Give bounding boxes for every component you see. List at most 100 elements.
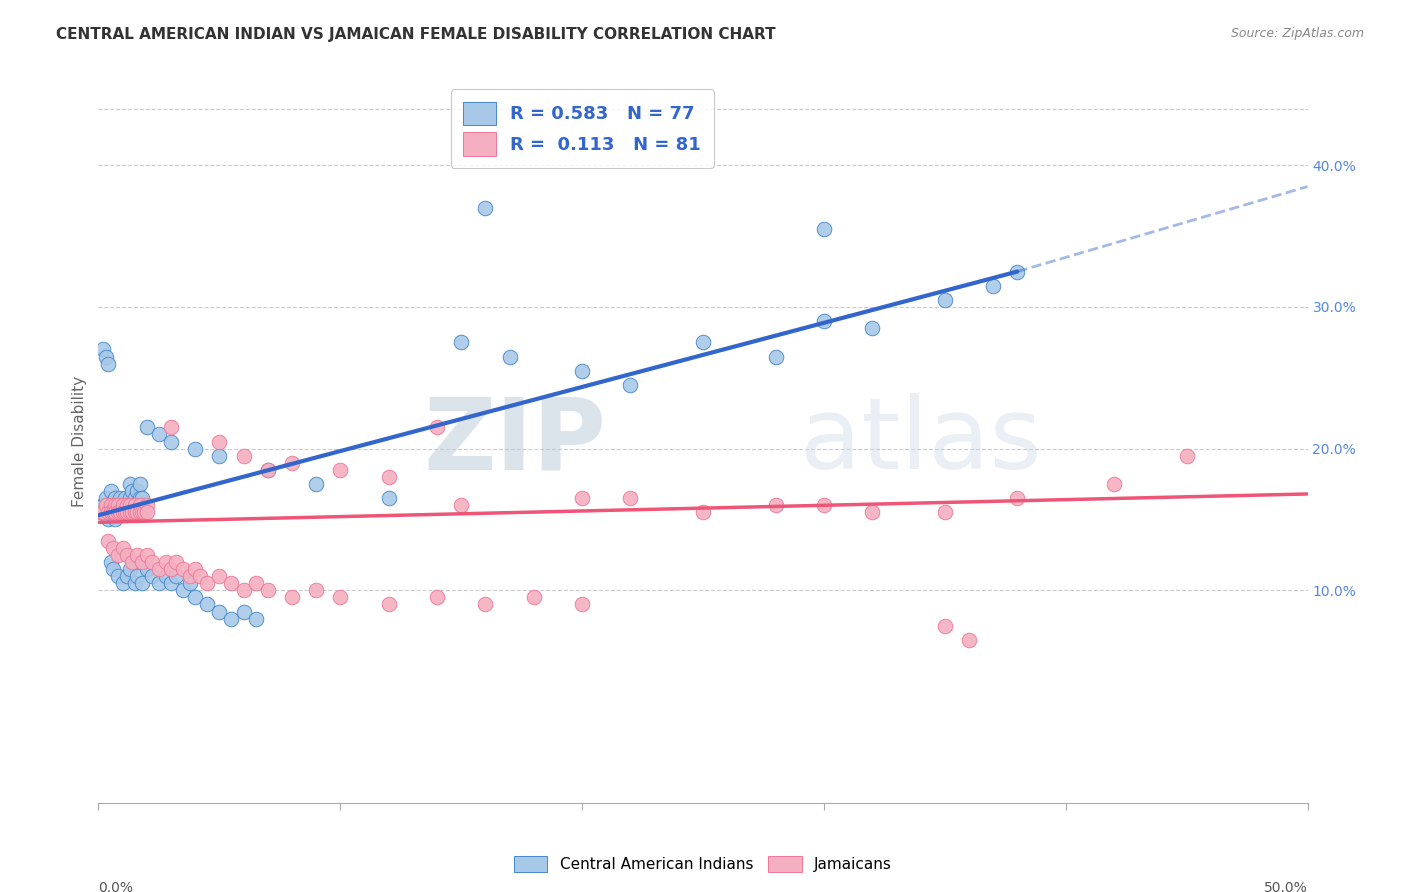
- Point: [100, 498, 122, 512]
- Point: [184, 591, 207, 605]
- Point: [165, 569, 187, 583]
- Point: [221, 576, 243, 591]
- Point: [117, 548, 139, 562]
- Point: [107, 548, 129, 562]
- Point: [498, 350, 520, 364]
- Text: ZIP: ZIP: [423, 393, 606, 490]
- Point: [101, 562, 124, 576]
- Point: [97, 533, 120, 548]
- Point: [765, 350, 787, 364]
- Point: [813, 314, 835, 328]
- Point: [135, 498, 157, 512]
- Point: [523, 591, 546, 605]
- Point: [114, 491, 136, 506]
- Point: [221, 612, 243, 626]
- Point: [107, 505, 129, 519]
- Point: [160, 576, 183, 591]
- Point: [571, 364, 593, 378]
- Point: [121, 555, 143, 569]
- Point: [121, 484, 143, 499]
- Point: [692, 335, 714, 350]
- Point: [104, 512, 127, 526]
- Point: [127, 548, 149, 562]
- Point: [131, 505, 153, 519]
- Point: [127, 505, 149, 519]
- Point: [101, 505, 124, 519]
- Point: [135, 548, 157, 562]
- Point: [329, 463, 352, 477]
- Point: [450, 498, 472, 512]
- Point: [179, 576, 201, 591]
- Point: [117, 498, 139, 512]
- Point: [692, 505, 714, 519]
- Point: [111, 498, 134, 512]
- Point: [305, 583, 328, 598]
- Point: [813, 498, 835, 512]
- Point: [135, 420, 157, 434]
- Point: [107, 569, 129, 583]
- Point: [107, 498, 129, 512]
- Point: [94, 491, 117, 506]
- Text: CENTRAL AMERICAN INDIAN VS JAMAICAN FEMALE DISABILITY CORRELATION CHART: CENTRAL AMERICAN INDIAN VS JAMAICAN FEMA…: [56, 27, 776, 42]
- Point: [571, 491, 593, 506]
- Point: [141, 555, 163, 569]
- Point: [91, 505, 114, 519]
- Point: [100, 505, 122, 519]
- Point: [208, 434, 231, 449]
- Point: [124, 498, 146, 512]
- Point: [111, 505, 134, 519]
- Point: [377, 470, 399, 484]
- Point: [118, 505, 141, 519]
- Point: [195, 576, 218, 591]
- Point: [160, 562, 183, 576]
- Point: [256, 583, 278, 598]
- Point: [165, 555, 187, 569]
- Point: [860, 321, 883, 335]
- Point: [108, 505, 131, 519]
- Point: [155, 569, 177, 583]
- Point: [134, 505, 156, 519]
- Point: [934, 293, 956, 307]
- Point: [1007, 491, 1029, 506]
- Point: [131, 498, 153, 512]
- Point: [108, 505, 131, 519]
- Point: [111, 576, 134, 591]
- Point: [329, 591, 352, 605]
- Point: [127, 569, 149, 583]
- Point: [155, 555, 177, 569]
- Point: [100, 555, 122, 569]
- Point: [256, 463, 278, 477]
- Point: [100, 484, 122, 499]
- Point: [1007, 264, 1029, 278]
- Point: [124, 576, 146, 591]
- Point: [90, 505, 112, 519]
- Point: [934, 618, 956, 632]
- Point: [148, 576, 170, 591]
- Point: [118, 491, 141, 506]
- Point: [94, 350, 117, 364]
- Point: [118, 477, 141, 491]
- Text: atlas: atlas: [800, 393, 1042, 490]
- Point: [232, 449, 254, 463]
- Point: [195, 598, 218, 612]
- Point: [1102, 477, 1125, 491]
- Point: [426, 420, 449, 434]
- Point: [127, 505, 149, 519]
- Point: [813, 222, 835, 236]
- Point: [232, 583, 254, 598]
- Text: Source: ZipAtlas.com: Source: ZipAtlas.com: [1230, 27, 1364, 40]
- Point: [184, 562, 207, 576]
- Point: [208, 449, 231, 463]
- Point: [101, 498, 124, 512]
- Point: [124, 498, 146, 512]
- Point: [94, 498, 117, 512]
- Point: [135, 505, 157, 519]
- Point: [245, 612, 267, 626]
- Point: [934, 505, 956, 519]
- Point: [377, 598, 399, 612]
- Point: [172, 562, 194, 576]
- Point: [426, 591, 449, 605]
- Point: [179, 569, 201, 583]
- Text: 50.0%: 50.0%: [1264, 880, 1308, 892]
- Point: [474, 598, 496, 612]
